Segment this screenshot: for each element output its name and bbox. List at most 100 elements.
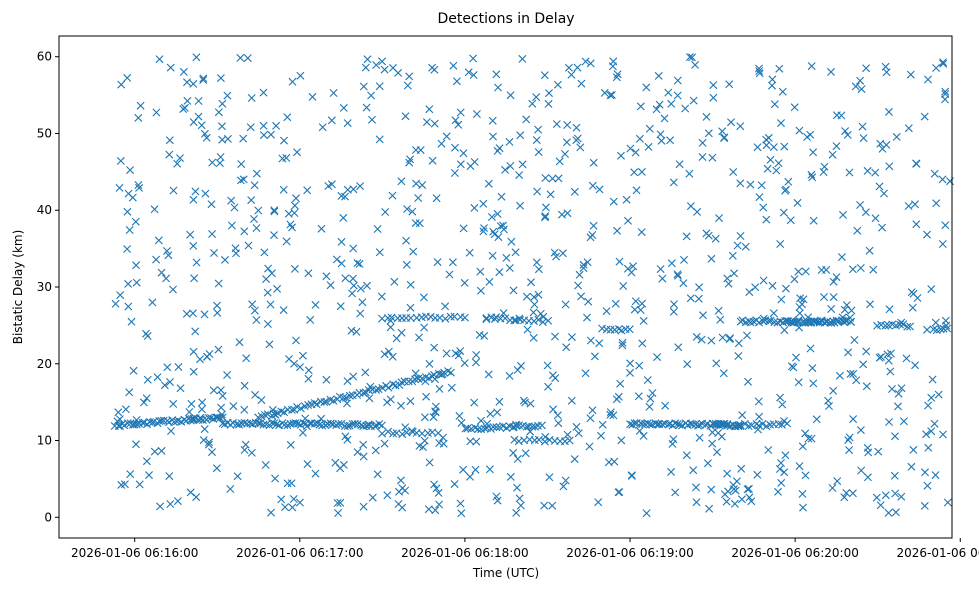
data-point xyxy=(217,410,226,419)
data-point xyxy=(544,316,553,325)
y-tick-label: 50 xyxy=(37,126,52,140)
data-point xyxy=(928,375,937,384)
data-point xyxy=(716,315,725,324)
data-point xyxy=(884,107,893,116)
data-point xyxy=(389,63,397,72)
data-point xyxy=(783,316,791,325)
data-point xyxy=(526,399,535,408)
data-point xyxy=(189,367,198,376)
data-point xyxy=(664,88,673,97)
data-point xyxy=(536,309,545,318)
data-point xyxy=(327,116,336,125)
data-point xyxy=(349,185,358,194)
data-point xyxy=(581,57,590,66)
data-point xyxy=(114,408,123,417)
data-point xyxy=(303,460,312,469)
data-point xyxy=(491,315,499,323)
data-point xyxy=(661,401,670,410)
chart-title: Detections in Delay xyxy=(437,11,574,27)
data-point xyxy=(182,309,191,318)
data-point xyxy=(530,300,539,309)
data-point xyxy=(355,388,364,397)
data-point xyxy=(430,65,439,74)
data-point xyxy=(484,370,493,379)
data-point xyxy=(674,271,682,280)
data-point xyxy=(516,501,525,510)
data-point xyxy=(574,281,583,290)
data-point xyxy=(471,358,480,367)
data-point xyxy=(600,88,609,97)
data-point xyxy=(723,274,732,283)
data-point xyxy=(883,350,892,359)
data-point xyxy=(923,230,931,239)
data-point xyxy=(434,369,443,378)
data-point xyxy=(487,213,496,221)
data-point xyxy=(298,351,307,360)
data-point xyxy=(629,262,638,271)
data-point xyxy=(484,179,493,188)
data-point xyxy=(899,417,908,426)
data-point xyxy=(516,201,525,210)
data-point xyxy=(123,419,132,428)
data-point xyxy=(483,419,492,428)
data-point xyxy=(235,338,244,347)
data-point xyxy=(720,133,729,142)
data-point xyxy=(334,509,343,517)
data-point xyxy=(517,361,525,370)
data-point xyxy=(877,352,886,361)
data-point xyxy=(326,419,335,428)
data-point xyxy=(419,293,428,302)
data-point xyxy=(946,177,954,186)
data-point xyxy=(198,416,207,425)
data-point xyxy=(772,166,781,175)
data-point xyxy=(336,464,345,473)
data-point xyxy=(267,508,275,517)
data-point xyxy=(707,485,716,494)
data-point xyxy=(449,61,458,70)
data-point xyxy=(581,369,590,378)
data-point xyxy=(270,206,279,215)
data-point xyxy=(743,485,752,494)
data-point xyxy=(579,260,588,269)
data-point xyxy=(872,493,881,502)
data-point xyxy=(505,137,514,146)
data-point xyxy=(856,76,865,85)
data-point xyxy=(866,300,874,309)
data-point xyxy=(513,483,521,492)
data-point xyxy=(186,416,195,425)
data-point xyxy=(355,259,364,268)
data-point xyxy=(538,421,546,430)
data-point xyxy=(186,230,195,239)
data-point xyxy=(155,55,164,64)
data-point xyxy=(755,64,763,73)
data-point xyxy=(304,366,313,375)
data-point xyxy=(121,405,130,414)
data-point xyxy=(871,214,880,223)
data-point xyxy=(807,434,816,443)
data-point xyxy=(577,292,586,301)
data-point xyxy=(472,437,481,446)
data-point xyxy=(406,397,415,406)
data-point xyxy=(532,93,541,102)
data-point xyxy=(189,309,197,318)
y-tick-label: 30 xyxy=(37,280,52,294)
data-point xyxy=(296,71,305,80)
data-point xyxy=(612,73,621,82)
data-point xyxy=(720,490,729,499)
data-point xyxy=(553,411,562,420)
data-point xyxy=(456,347,465,356)
data-point xyxy=(123,207,132,216)
data-point xyxy=(562,343,571,352)
data-point xyxy=(361,368,370,377)
data-point xyxy=(197,121,206,130)
data-point xyxy=(421,377,430,386)
data-point xyxy=(777,119,785,128)
data-point xyxy=(460,359,469,368)
data-point xyxy=(405,158,414,167)
data-point xyxy=(754,397,763,406)
data-point xyxy=(885,305,894,314)
data-point xyxy=(551,374,560,383)
data-point xyxy=(863,473,872,482)
data-point xyxy=(530,317,538,326)
